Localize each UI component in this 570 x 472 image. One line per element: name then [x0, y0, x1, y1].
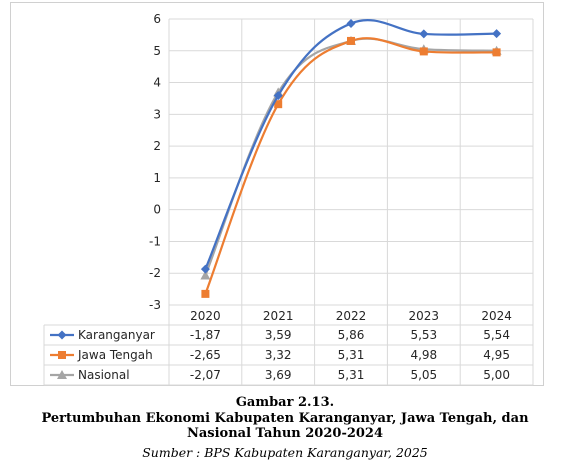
y-tick-label: 4	[153, 76, 161, 90]
figure-number: Gambar 2.13.	[235, 395, 335, 410]
data-label-jawa-tengah: 4,95	[483, 348, 510, 362]
legend-key-marker-jawa-tengah	[58, 351, 66, 359]
data-label-nasional: 5,00	[483, 368, 510, 382]
data-point-jawa-tengah	[419, 47, 428, 56]
figure-title-line-2: Nasional Tahun 2020-2024	[186, 426, 384, 441]
line-chart: -3 -2 -1 0 1 2 3 4 5 6 2020 2021 2022 2023 2024 Karanga…	[43, 12, 534, 386]
y-tick-label: -3	[149, 298, 161, 312]
data-label-jawa-tengah: 4,98	[410, 348, 437, 362]
data-point-karanganyar	[346, 18, 356, 28]
data-point-karanganyar	[273, 91, 283, 101]
series-line-karanganyar	[204, 19, 497, 270]
x-tick-label: 2021	[263, 309, 294, 323]
y-tick-label: -2	[149, 266, 161, 280]
chart-frame: -3 -2 -1 0 1 2 3 4 5 6 2020 2021 2022 2023 2024 Karanga…	[10, 2, 544, 386]
legend-entry-karanganyar: Karanganyar	[78, 328, 155, 342]
data-label-karanganyar: 5,54	[483, 328, 510, 342]
y-tick-label: 3	[153, 107, 161, 121]
data-label-karanganyar: 3,59	[265, 328, 292, 342]
data-point-jawa-tengah	[201, 289, 210, 298]
data-point-karanganyar	[200, 264, 210, 274]
data-label-karanganyar: 5,53	[410, 328, 437, 342]
series-line-jawa-tengah	[204, 37, 497, 295]
legend-key-marker-nasional	[57, 370, 67, 379]
data-point-nasional	[200, 270, 211, 280]
data-point-jawa-tengah	[492, 48, 501, 57]
figure-title-line-1: Pertumbuhan Ekonomi Kabupaten Karanganya…	[41, 411, 529, 426]
figure-title: Pertumbuhan Ekonomi Kabupaten Karanganya…	[0, 411, 570, 441]
legend-entry-jawa-tengah: Jawa Tengah	[77, 348, 153, 362]
data-label-nasional: 3,69	[265, 368, 292, 382]
legend-key-marker-karanganyar	[57, 330, 67, 340]
data-label-karanganyar: -1,87	[190, 328, 221, 342]
data-point-karanganyar	[492, 29, 502, 39]
y-tick-label: 1	[153, 171, 161, 185]
x-tick-label: 2023	[409, 309, 440, 323]
data-label-nasional: 5,05	[410, 368, 437, 382]
x-tick-label: 2020	[190, 309, 221, 323]
data-label-nasional: -2,07	[190, 368, 221, 382]
y-tick-label: -1	[149, 234, 161, 248]
data-label-karanganyar: 5,86	[338, 328, 365, 342]
data-label-nasional: 5,31	[338, 368, 365, 382]
y-tick-label: 0	[153, 203, 161, 217]
legend-entry-nasional: Nasional	[78, 368, 130, 382]
data-label-jawa-tengah: 5,31	[338, 348, 365, 362]
x-tick-label: 2024	[481, 309, 512, 323]
y-tick-label: 2	[153, 139, 161, 153]
y-tick-label: 6	[153, 12, 161, 26]
y-tick-label: 5	[153, 44, 161, 58]
figure-source: Sumber : BPS Kabupaten Karanganyar, 2025	[142, 445, 428, 460]
data-label-jawa-tengah: -2,65	[190, 348, 221, 362]
data-label-jawa-tengah: 3,32	[265, 348, 292, 362]
data-point-jawa-tengah	[274, 100, 283, 109]
data-point-jawa-tengah	[347, 36, 355, 45]
data-point-karanganyar	[419, 29, 429, 39]
x-tick-label: 2022	[336, 309, 367, 323]
